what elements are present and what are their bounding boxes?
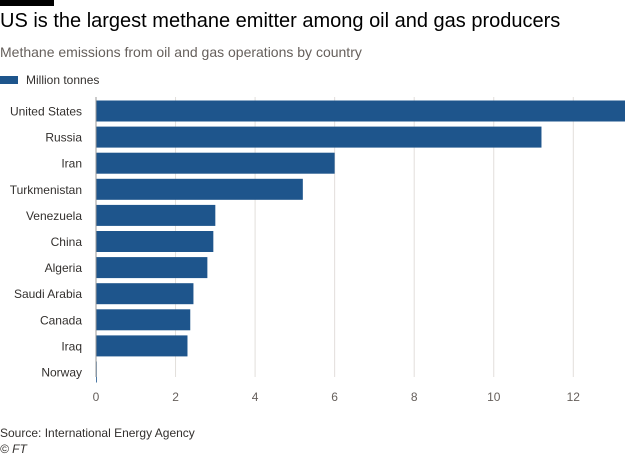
- bar-2: [96, 152, 335, 174]
- bar-4: [96, 204, 216, 226]
- bar-5: [96, 231, 214, 252]
- bar-7: [96, 283, 194, 305]
- bar-chart: United States Russia Iran Turkmenistan Venez…: [10, 97, 625, 404]
- x-tick-label-1: 2: [172, 390, 179, 404]
- chart-subtitle: Methane emissions from oil and gas opera…: [0, 44, 362, 60]
- brand-bar: [0, 0, 54, 6]
- bar-6: [96, 257, 208, 279]
- category-label-3: Turkmenistan: [10, 183, 82, 197]
- x-tick-label-6: 12: [567, 390, 581, 404]
- x-tick-label-3: 6: [331, 390, 338, 404]
- legend-swatch: [0, 76, 18, 84]
- category-label-2: Iran: [61, 157, 82, 171]
- x-tick-label-0: 0: [93, 390, 100, 404]
- bar-8: [96, 309, 191, 331]
- category-label-6: Algeria: [45, 261, 83, 275]
- category-label-7: Saudi Arabia: [14, 287, 82, 301]
- source-note: Source: International Energy Agency: [0, 426, 195, 440]
- bar-1: [96, 126, 542, 148]
- legend-label: Million tonnes: [26, 73, 100, 87]
- bar-9: [96, 335, 188, 357]
- chart-title: US is the largest methane emitter among …: [0, 10, 561, 32]
- bar-3: [96, 178, 303, 200]
- credit-note: © FT: [0, 442, 27, 456]
- category-label-9: Iraq: [61, 339, 82, 353]
- category-label-4: Venezuela: [26, 209, 82, 223]
- category-label-0: United States: [10, 105, 82, 119]
- category-label-5: China: [51, 235, 83, 249]
- x-tick-label-5: 10: [487, 390, 501, 404]
- chart-legend: Million tonnes: [0, 72, 99, 88]
- x-tick-label-4: 8: [411, 390, 418, 404]
- x-tick-label-2: 4: [252, 390, 259, 404]
- category-label-10: Norway: [41, 366, 82, 380]
- category-label-8: Canada: [40, 313, 82, 327]
- category-label-1: Russia: [45, 131, 82, 145]
- bar-0: [96, 100, 625, 122]
